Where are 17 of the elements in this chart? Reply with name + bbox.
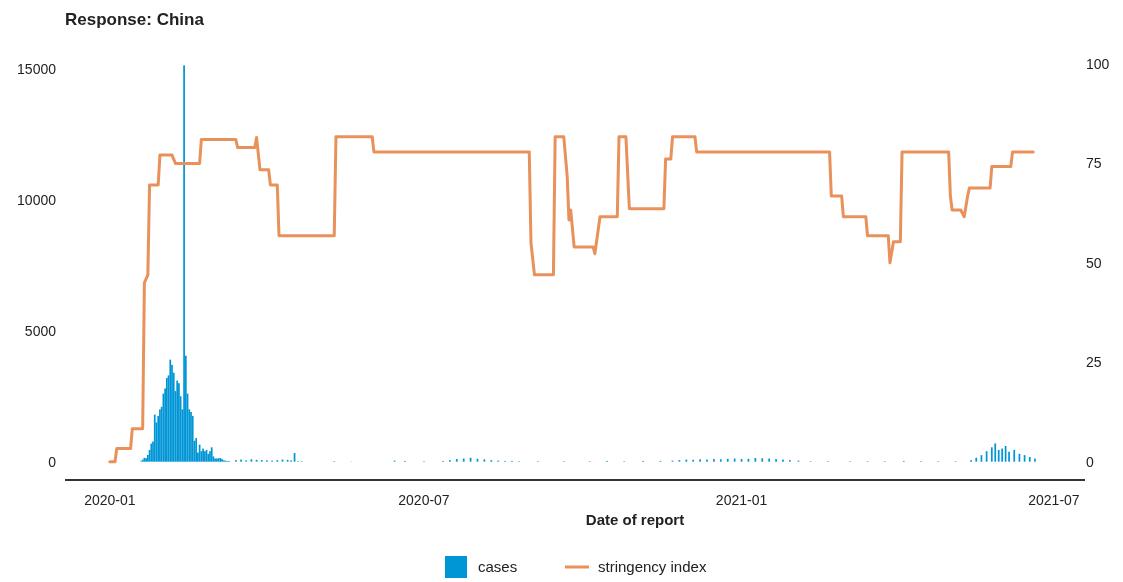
y2-tick-label: 0: [1086, 453, 1094, 470]
y2-tick-label: 50: [1086, 254, 1102, 271]
legend-label: cases: [478, 558, 518, 575]
y2-tick-label: 25: [1086, 354, 1102, 371]
x-tick-label: 2021-01: [715, 492, 768, 508]
y2-tick-label: 100: [1086, 56, 1110, 72]
y-tick-label: 10000: [17, 192, 57, 209]
x-axis-title: Date of report: [585, 511, 685, 528]
chart-title: Response: China: [65, 10, 205, 29]
x-tick-label: 2020-01: [84, 492, 136, 508]
x-tick-label: 2020-07: [398, 492, 450, 508]
x-tick-label: 2021-07: [1028, 492, 1080, 508]
y2-tick-label: 75: [1086, 155, 1102, 172]
y-tick-label: 0: [48, 453, 57, 470]
y-tick-label: 5000: [24, 322, 57, 339]
legend-label: stringency index: [598, 558, 707, 575]
y-tick-label: 15000: [17, 61, 57, 78]
